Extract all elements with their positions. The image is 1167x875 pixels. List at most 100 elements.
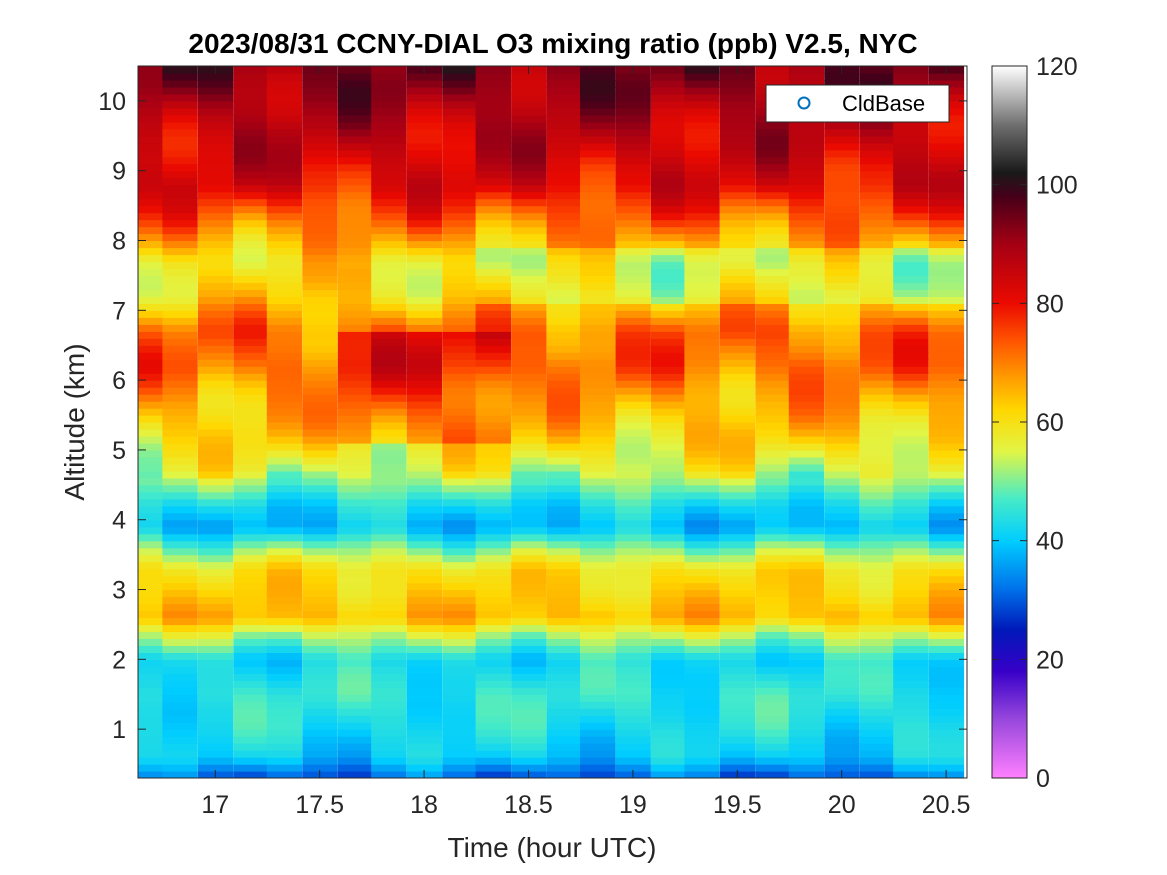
heatmap-cell bbox=[824, 254, 860, 263]
heatmap-cell bbox=[233, 687, 269, 695]
heatmap-cell bbox=[138, 456, 165, 465]
heatmap-cell bbox=[475, 303, 511, 311]
heatmap-cell bbox=[233, 86, 269, 95]
heatmap-cell bbox=[475, 631, 511, 639]
heatmap-cell bbox=[197, 764, 234, 772]
heatmap-cell bbox=[337, 156, 374, 165]
heatmap-cell bbox=[337, 373, 374, 381]
heatmap-cell bbox=[371, 268, 407, 276]
heatmap-cell bbox=[442, 463, 478, 472]
heatmap-cell bbox=[442, 568, 478, 577]
heatmap-cell bbox=[442, 212, 478, 221]
heatmap-cell bbox=[475, 338, 511, 346]
heatmap-cell bbox=[684, 764, 720, 772]
heatmap-cell bbox=[580, 310, 616, 318]
heatmap-cell bbox=[406, 477, 443, 486]
heatmap-cell bbox=[371, 519, 407, 528]
heatmap-cell bbox=[859, 268, 896, 276]
heatmap-cell bbox=[719, 268, 756, 276]
heatmap-cell bbox=[651, 275, 687, 283]
heatmap-cell bbox=[406, 652, 443, 660]
heatmap-cell bbox=[824, 757, 860, 765]
heatmap-cell bbox=[788, 156, 825, 165]
heatmap-cell bbox=[928, 324, 965, 332]
heatmap-cell bbox=[302, 282, 338, 290]
heatmap-cell bbox=[928, 254, 965, 263]
heatmap-cell bbox=[580, 366, 616, 374]
heatmap-cell bbox=[233, 701, 269, 709]
heatmap-cell bbox=[788, 128, 825, 137]
heatmap-cell bbox=[197, 184, 234, 193]
heatmap-cell bbox=[684, 547, 720, 556]
heatmap-cell bbox=[755, 219, 791, 228]
heatmap-cell bbox=[788, 422, 825, 430]
heatmap-cell bbox=[266, 212, 303, 221]
heatmap-cell bbox=[138, 240, 165, 249]
heatmap-cell bbox=[337, 477, 374, 486]
heatmap-cell bbox=[511, 491, 547, 500]
heatmap-cell bbox=[162, 512, 198, 521]
heatmap-cell bbox=[302, 345, 338, 353]
heatmap-cell bbox=[138, 673, 165, 681]
chart-title: 2023/08/31 CCNY-DIAL O3 mixing ratio (pp… bbox=[188, 28, 917, 59]
heatmap-cell bbox=[302, 491, 338, 500]
heatmap-cell bbox=[893, 331, 929, 339]
heatmap-cell bbox=[824, 373, 860, 381]
heatmap-cell bbox=[788, 603, 825, 612]
heatmap-cell bbox=[162, 408, 198, 416]
heatmap-cell bbox=[788, 540, 825, 549]
heatmap-cell bbox=[302, 470, 338, 479]
heatmap-cell bbox=[684, 708, 720, 716]
heatmap-cell bbox=[162, 226, 198, 235]
heatmap-cell bbox=[442, 121, 478, 130]
heatmap-cell bbox=[684, 317, 720, 325]
heatmap-cell bbox=[615, 561, 651, 570]
heatmap-cell bbox=[788, 449, 825, 458]
heatmap-cell bbox=[859, 645, 896, 653]
heatmap-cell bbox=[302, 484, 338, 493]
heatmap-cell bbox=[684, 526, 720, 535]
heatmap-cell bbox=[302, 701, 338, 709]
heatmap-cell bbox=[337, 226, 374, 235]
heatmap-cell bbox=[719, 114, 756, 123]
heatmap-cell bbox=[546, 596, 582, 605]
heatmap-cell bbox=[651, 491, 687, 500]
heatmap-cell bbox=[928, 219, 965, 228]
heatmap-cell bbox=[893, 135, 929, 144]
heatmap-cell bbox=[371, 526, 407, 535]
heatmap-cell bbox=[138, 540, 165, 549]
heatmap-cell bbox=[475, 673, 511, 681]
heatmap-cell bbox=[475, 519, 511, 528]
heatmap-cell bbox=[859, 484, 896, 493]
heatmap-cell bbox=[511, 505, 547, 514]
heatmap-cell bbox=[371, 212, 407, 221]
heatmap-cell bbox=[511, 324, 547, 332]
heatmap-cell bbox=[302, 317, 338, 325]
heatmap-cell bbox=[162, 554, 198, 563]
heatmap-cell bbox=[615, 394, 651, 402]
heatmap-cell bbox=[580, 240, 616, 249]
heatmap-cell bbox=[475, 771, 511, 778]
heatmap-cell bbox=[197, 261, 234, 270]
heatmap-cell bbox=[755, 254, 791, 263]
heatmap-cell bbox=[266, 624, 303, 632]
heatmap-cell bbox=[475, 198, 511, 207]
heatmap-cell bbox=[684, 771, 720, 778]
heatmap-cell bbox=[233, 624, 269, 632]
heatmap-cell bbox=[475, 331, 511, 339]
heatmap-cell bbox=[266, 114, 303, 123]
heatmap-cell bbox=[580, 121, 616, 130]
heatmap-cell bbox=[302, 477, 338, 486]
colorbar-tick-label: 20 bbox=[1036, 646, 1064, 674]
heatmap-cell bbox=[266, 582, 303, 591]
heatmap-cell bbox=[162, 436, 198, 444]
heatmap-cell bbox=[755, 415, 791, 423]
heatmap-cell bbox=[138, 666, 165, 674]
heatmap-cell bbox=[893, 66, 929, 74]
heatmap-cell bbox=[651, 408, 687, 416]
heatmap-cell bbox=[406, 575, 443, 584]
heatmap-cell bbox=[162, 247, 198, 256]
heatmap-cell bbox=[475, 324, 511, 332]
heatmap-cell bbox=[755, 701, 791, 709]
heatmap-cell bbox=[580, 589, 616, 598]
